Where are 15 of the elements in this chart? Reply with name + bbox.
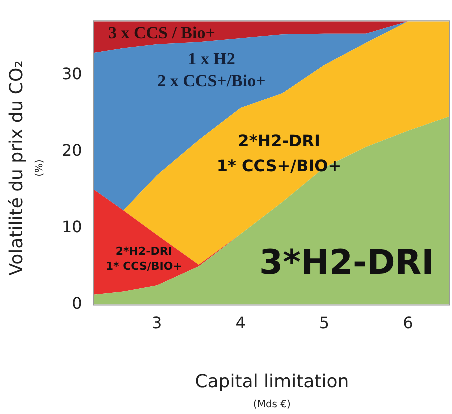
annotation: 3 x CCS / Bio+ xyxy=(108,23,216,42)
x-tick-label: 6 xyxy=(403,314,414,333)
annotation: 3*H2-DRI xyxy=(260,242,434,283)
y-axis-title: Volatilité du prix du CO₂ (%) xyxy=(6,60,46,276)
x-tick-label: 5 xyxy=(319,314,330,333)
y-tick-label: 20 xyxy=(62,140,82,160)
x-tick-label: 4 xyxy=(236,314,246,333)
y-tick-label: 10 xyxy=(62,217,82,236)
annotation: 1 x H2 2 x CCS+/Bio+ xyxy=(158,50,266,91)
y-tick-label: 30 xyxy=(62,64,82,84)
x-tick-label: 3 xyxy=(152,314,162,333)
y-tick-label: 0 xyxy=(72,294,82,313)
annotation: 2*H2-DRI 1* CCS+/BIO+ xyxy=(216,131,342,176)
annotation: 2*H2-DRI 1* CCS/BIO+ xyxy=(106,244,182,273)
x-axis-title: Capital limitation (Mds €) xyxy=(195,372,350,411)
